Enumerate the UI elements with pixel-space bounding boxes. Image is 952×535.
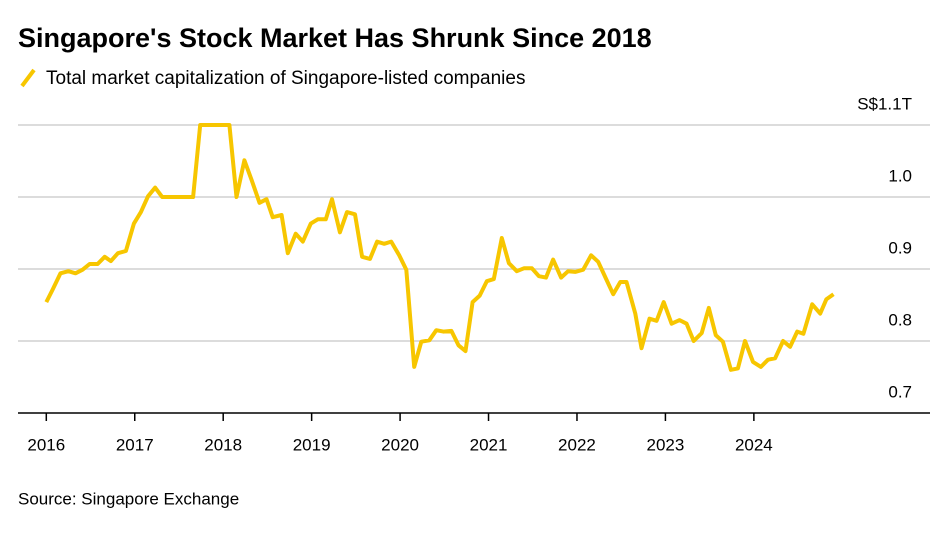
y-tick-label: 1.0	[888, 166, 912, 185]
y-tick-label: 0.7	[888, 382, 912, 401]
legend-swatch	[20, 68, 36, 88]
data-line	[44, 123, 835, 372]
x-tick-label: 2018	[204, 435, 242, 454]
chart-subtitle: Total market capitalization of Singapore…	[46, 68, 525, 89]
x-tick-label: 2017	[116, 435, 154, 454]
chart-title: Singapore's Stock Market Has Shrunk Sinc…	[18, 23, 652, 53]
x-tick-label: 2019	[293, 435, 331, 454]
x-tick-label: 2024	[735, 435, 773, 454]
y-tick-label: 0.8	[888, 310, 912, 329]
y-tick-label: 0.9	[888, 238, 912, 257]
x-tick-label: 2022	[558, 435, 596, 454]
source: Source: Singapore Exchange	[18, 489, 239, 508]
x-tick-label: 2021	[470, 435, 508, 454]
x-tick-label: 2023	[647, 435, 685, 454]
y-tick-label: S$1.1T	[857, 94, 912, 113]
x-tick-label: 2020	[381, 435, 419, 454]
x-tick-label: 2016	[27, 435, 65, 454]
